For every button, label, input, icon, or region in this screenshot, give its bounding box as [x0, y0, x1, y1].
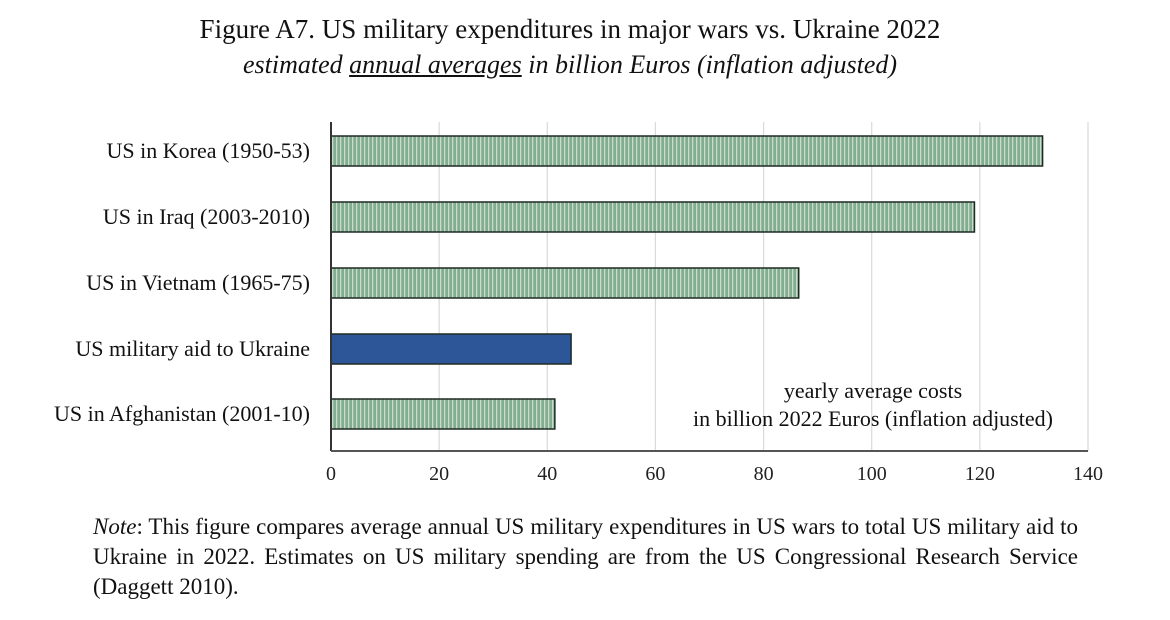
bar [330, 201, 976, 233]
chart-subtitle: estimated annual averages in billion Eur… [0, 50, 1140, 80]
category-label: US in Afghanistan (2001-10) [54, 401, 310, 426]
x-tick-label: 120 [965, 463, 995, 485]
x-tick-label: 100 [857, 463, 887, 485]
x-tick-label: 40 [537, 463, 557, 485]
x-tick-label: 80 [754, 463, 774, 485]
x-tick-label: 0 [326, 463, 336, 485]
bar [330, 398, 556, 430]
figure-note: Note: This figure compares average annua… [93, 512, 1078, 602]
bar [330, 135, 1044, 167]
category-label: US in Korea (1950-53) [107, 138, 310, 163]
note-text: : This figure compares average annual US… [93, 514, 1078, 599]
category-label: US in Iraq (2003-2010) [103, 204, 310, 229]
annotation-text: in billion 2022 Euros (inflation adjuste… [693, 406, 1053, 431]
category-label: US in Vietnam (1965-75) [86, 270, 310, 295]
x-tick-label: 140 [1073, 463, 1103, 485]
subtitle-suffix: in billion Euros (inflation adjusted) [521, 50, 898, 79]
subtitle-prefix: estimated [242, 50, 350, 79]
bar-chart: 0 20 40 60 80 100 120 140 US in Korea (1950-53) U… [54, 122, 1103, 485]
x-tick-label: 20 [429, 463, 449, 485]
bar [330, 267, 800, 299]
category-label: US military aid to Ukraine [75, 336, 310, 361]
x-tick-label: 60 [645, 463, 665, 485]
bar [330, 333, 572, 365]
annotation-text: yearly average costs [784, 378, 962, 403]
chart-title: Figure A7. US military expenditures in m… [199, 14, 941, 44]
note-label: Note [93, 514, 137, 539]
subtitle-underlined: annual averages [349, 50, 522, 79]
